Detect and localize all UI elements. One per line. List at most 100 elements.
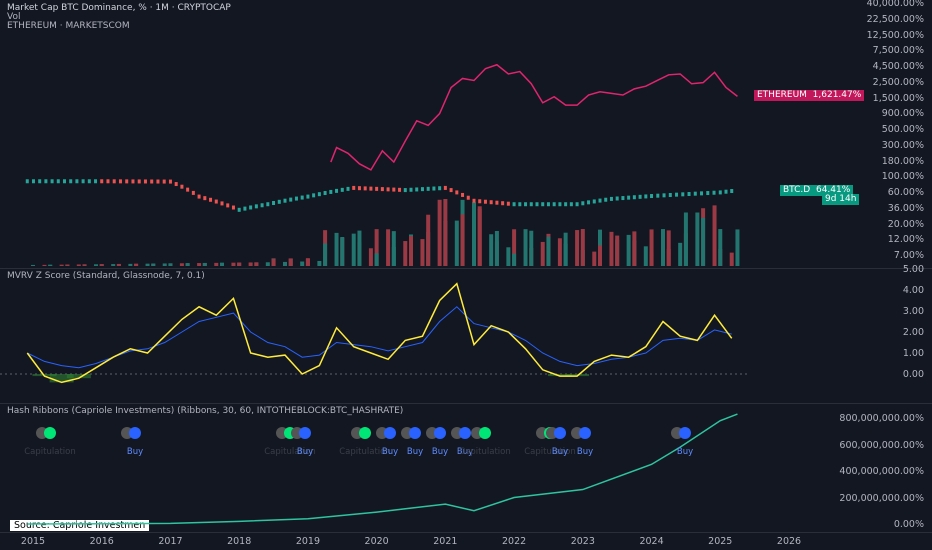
volume-bar: [162, 263, 167, 266]
volume-bar: [214, 262, 219, 266]
ribbon-label: Buy: [382, 447, 398, 457]
volume-bar: [283, 261, 287, 266]
ribbon-label: Buy: [407, 447, 423, 457]
mvrv-axis-label: 5.00: [902, 264, 924, 275]
capitulation-dot: [44, 427, 56, 439]
btcd-candle: [668, 192, 672, 197]
btcd-candle: [260, 203, 264, 208]
volume-bar: [426, 214, 431, 266]
volume-bar: [31, 264, 35, 266]
volume-bar: [403, 241, 408, 266]
btcd-candle: [191, 190, 195, 195]
btcd-candle: [644, 194, 648, 199]
btcd-candle: [466, 195, 470, 200]
btcd-candle: [564, 202, 568, 207]
volume-bar: [540, 241, 545, 266]
volume-bar: [357, 230, 362, 266]
volume-bar: [76, 264, 81, 266]
price-axis-label: 300.00%: [881, 139, 924, 151]
volume-bar: [718, 229, 723, 266]
volume-bar: [575, 230, 580, 266]
price-axis-label: 22,500.00%: [866, 13, 924, 25]
volume-bar: [735, 229, 740, 266]
eth-line: [330, 63, 738, 171]
btcd-candle: [69, 179, 73, 184]
btcd-candle: [363, 186, 367, 191]
price-axis-label: 60.00%: [887, 187, 924, 198]
hash-axis-label: 800,000,000.00%: [839, 413, 924, 424]
btcd-candle: [168, 179, 172, 184]
btcd-candle: [306, 194, 310, 199]
btcd-candle: [506, 201, 510, 206]
mvrv-axis-label: 2.00: [902, 327, 924, 338]
btcd-candle: [94, 179, 98, 184]
volume-bar: [305, 258, 310, 266]
btcd-candle: [420, 187, 424, 192]
btcd-candle: [681, 192, 685, 197]
volume-bar: [626, 234, 631, 266]
volume-bar: [477, 206, 482, 266]
mvrv-undervalued-zone: [547, 374, 572, 377]
volume-bar: [59, 264, 64, 266]
pane-separator-2[interactable]: [0, 403, 932, 404]
btcd-candle: [50, 179, 54, 184]
btcd-candle: [478, 199, 482, 204]
volume-bar: [197, 263, 202, 266]
volume-bar: [598, 245, 602, 266]
btcd-candle: [632, 195, 636, 200]
pane-separator-1[interactable]: [0, 268, 932, 269]
pane-separator-3[interactable]: [0, 532, 932, 533]
price-axis-label: 2,500.00%: [872, 76, 924, 88]
btcd-candle: [706, 191, 710, 196]
volume-bar: [271, 258, 276, 266]
ribbon-label: Capitulation: [339, 447, 390, 457]
price-axis-label: 7.00%: [893, 250, 924, 261]
btcd-candle: [512, 202, 516, 207]
btcd-tag-name: BTC.D: [783, 185, 811, 195]
btcd-candle: [489, 200, 493, 205]
btcd-candle: [137, 179, 141, 184]
btcd-candle: [369, 186, 373, 191]
volume-bar: [695, 212, 700, 266]
volume-bar: [701, 217, 706, 266]
btcd-candle: [552, 202, 556, 207]
btcd-candle: [569, 202, 573, 207]
btcd-candle: [501, 201, 505, 206]
btcd-candle: [472, 198, 476, 203]
volume-bar: [351, 233, 356, 266]
buy-dot: [459, 427, 471, 439]
volume-bar: [48, 264, 53, 266]
btcd-candle: [231, 205, 235, 210]
volume-bar: [729, 252, 734, 266]
source-label: Source: Capriole Investmen: [10, 520, 150, 531]
btcd-candle: [357, 186, 361, 191]
btcd-candle: [438, 186, 442, 191]
mvrv-title: MVRV Z Score (Standard, Glassnode, 7, 0.…: [7, 271, 205, 281]
btcd-candle: [518, 202, 522, 207]
volume-bar: [661, 229, 665, 266]
volume-bar: [678, 242, 683, 266]
volume-bar: [265, 262, 270, 266]
volume-bar: [494, 230, 499, 266]
volume-bar: [712, 205, 717, 266]
volume-bar: [368, 248, 373, 266]
price-axis-label: 12,500.00%: [866, 29, 924, 41]
btcd-candle: [483, 199, 487, 204]
capitulation-dot: [479, 427, 491, 439]
btcd-candle: [44, 179, 48, 184]
btcd-candle: [675, 192, 679, 197]
volume-bar: [334, 232, 339, 266]
x-tick-label: 2025: [708, 536, 733, 547]
chart-title: Market Cap BTC Dominance, % · 1M · CRYPT…: [7, 3, 231, 13]
btcd-candle: [118, 179, 122, 184]
volume-bar: [374, 229, 379, 266]
btcd-candle: [162, 179, 166, 184]
volume-bar: [632, 231, 637, 266]
mvrv-undervalued-zone: [49, 374, 74, 383]
x-tick-label: 2021: [433, 536, 458, 547]
volume-bar: [288, 258, 293, 266]
volume-bar: [134, 263, 139, 266]
x-tick-label: 2022: [501, 536, 527, 547]
btcd-tag-value: 64.41%: [815, 185, 851, 195]
